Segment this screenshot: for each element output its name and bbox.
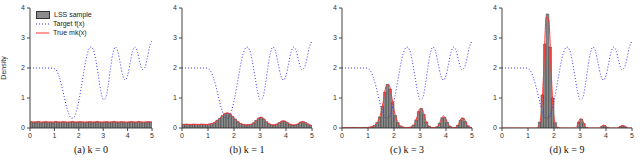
svg-text:2: 2 — [77, 132, 81, 139]
svg-text:4: 4 — [333, 4, 337, 11]
svg-text:4: 4 — [21, 4, 25, 11]
svg-text:1: 1 — [173, 94, 177, 101]
svg-text:4: 4 — [493, 4, 497, 11]
svg-text:2: 2 — [232, 132, 236, 139]
svg-text:1: 1 — [493, 94, 497, 101]
svg-text:3: 3 — [258, 132, 262, 139]
html-text:(a) k = 0: (a) k = 0 — [73, 144, 109, 155]
svg-text:2: 2 — [392, 132, 396, 139]
svg-text:0: 0 — [21, 124, 25, 131]
svg-text:3: 3 — [493, 34, 497, 41]
svg-text:1: 1 — [21, 94, 25, 101]
svg-text:5: 5 — [150, 132, 154, 139]
html-text:(b) k = 1: (b) k = 1 — [229, 144, 265, 155]
svg-text:3: 3 — [21, 34, 25, 41]
svg-text:4: 4 — [604, 132, 608, 139]
svg-text:0: 0 — [333, 124, 337, 131]
svg-text:3: 3 — [173, 34, 177, 41]
svg-text:5: 5 — [630, 132, 632, 139]
svg-text:4: 4 — [173, 4, 177, 11]
svg-text:3: 3 — [333, 34, 337, 41]
html-text:True mk(x): True mk(x) — [53, 29, 87, 36]
svg-text:5: 5 — [470, 132, 474, 139]
svg-text:0: 0 — [173, 124, 177, 131]
svg-text:4: 4 — [284, 132, 288, 139]
svg-text:2: 2 — [333, 64, 337, 71]
svg-text:4: 4 — [444, 132, 448, 139]
html-text:LSS sample: LSS sample — [54, 11, 92, 18]
svg-text:1: 1 — [526, 132, 530, 139]
svg-text:0: 0 — [500, 132, 504, 139]
svg-text:5: 5 — [310, 132, 314, 139]
svg-text:1: 1 — [206, 132, 210, 139]
html-text:(c) k = 3: (c) k = 3 — [389, 144, 425, 155]
svg-text:4: 4 — [126, 132, 130, 139]
svg-text:2: 2 — [552, 132, 556, 139]
svg-text:2: 2 — [493, 64, 497, 71]
svg-text:Density: Density — [8, 56, 9, 80]
svg-text:3: 3 — [101, 132, 105, 139]
svg-text:1: 1 — [52, 132, 56, 139]
svg-text:3: 3 — [578, 132, 582, 139]
svg-text:0: 0 — [493, 124, 497, 131]
svg-text:2: 2 — [21, 64, 25, 71]
svg-text:3: 3 — [418, 132, 422, 139]
html-text:Target f(x): Target f(x) — [53, 20, 85, 27]
html-text:(d) k = 9: (d) k = 9 — [549, 144, 585, 155]
svg-text:1: 1 — [366, 132, 370, 139]
svg-text:0: 0 — [180, 132, 184, 139]
svg-text:1: 1 — [333, 94, 337, 101]
svg-text:2: 2 — [173, 64, 177, 71]
svg-text:0: 0 — [28, 132, 32, 139]
svg-text:0: 0 — [340, 132, 344, 139]
